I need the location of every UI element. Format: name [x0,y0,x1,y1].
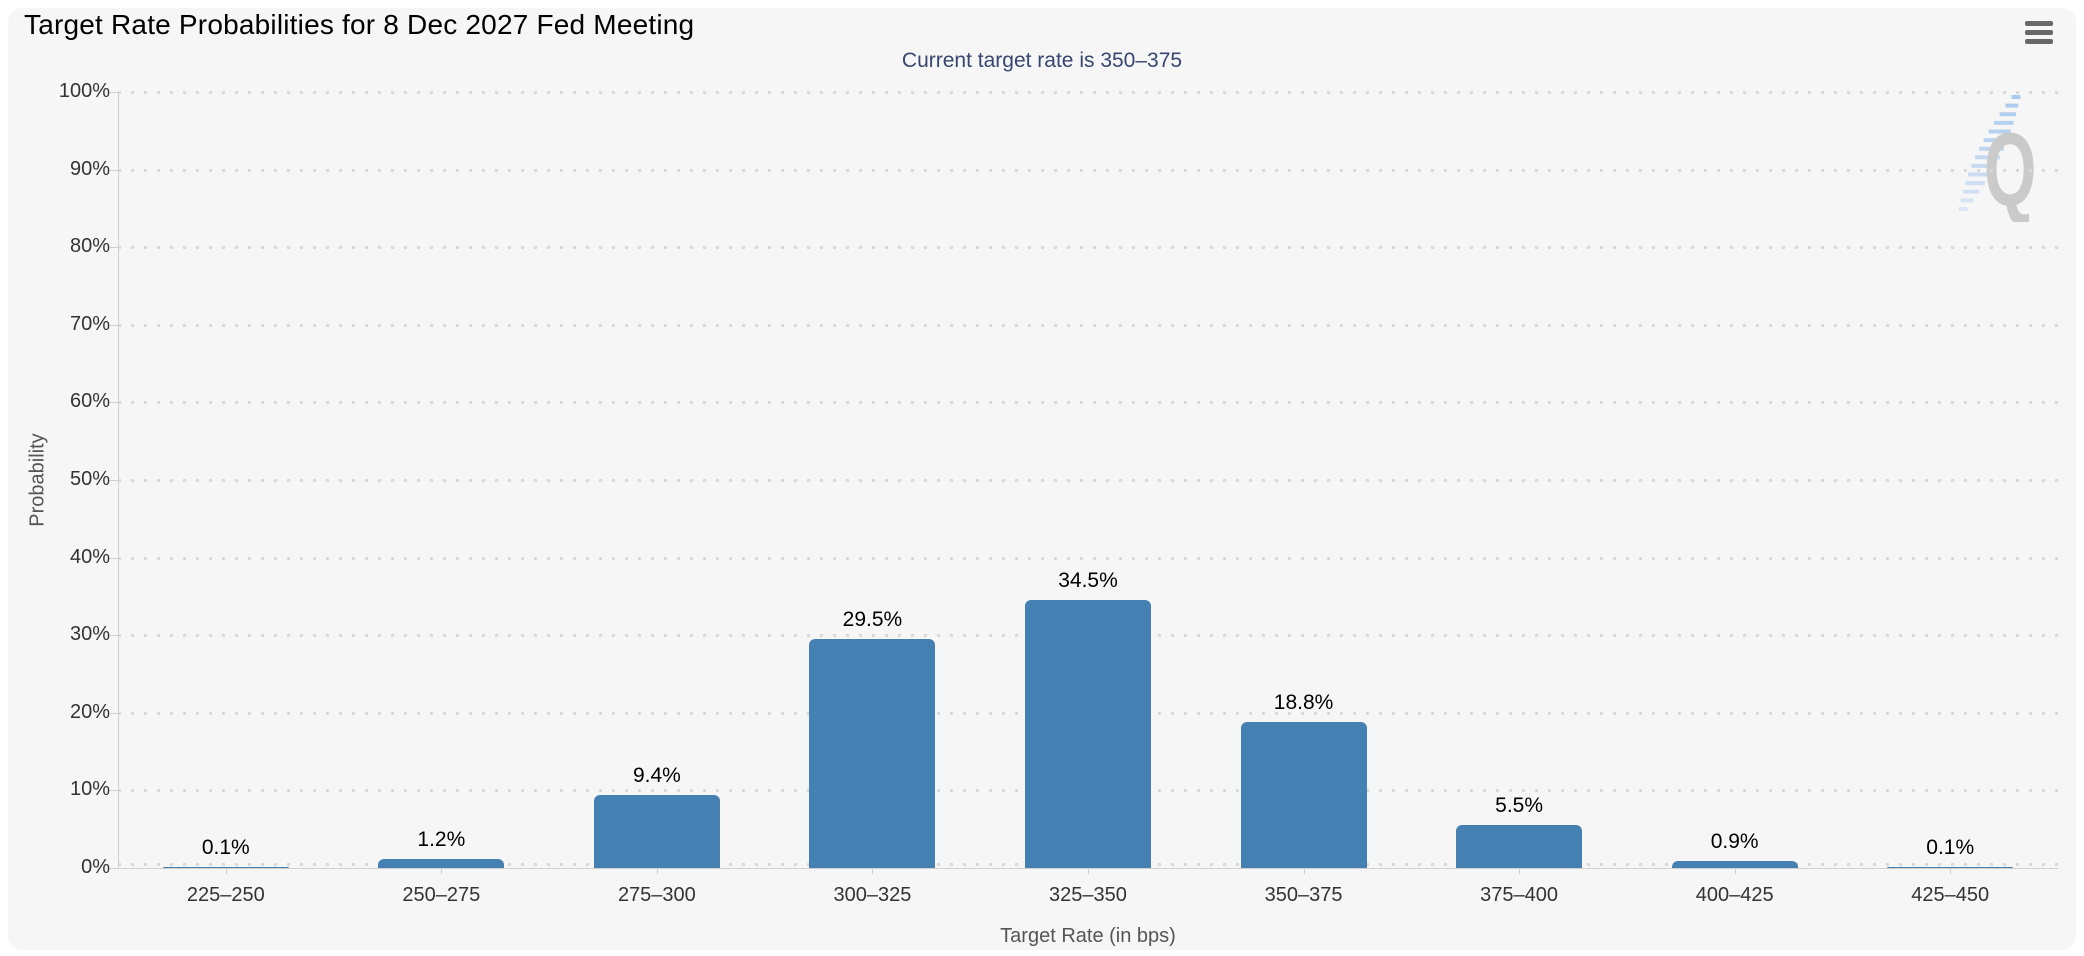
chart-title: Target Rate Probabilities for 8 Dec 2027… [24,9,695,40]
bar-275–300[interactable] [593,795,720,868]
x-axis-tick [656,868,658,874]
x-category-label: 375–400 [1480,884,1559,906]
y-axis-tick [110,557,118,559]
y-axis-tick [110,635,118,637]
y-axis-tick [110,712,118,714]
gridline-70 [118,323,2058,327]
hamburger-bar [2025,29,2053,35]
y-tick-label: 70% [69,312,110,335]
x-axis-tick [1303,868,1305,874]
bar-value-label: 34.5% [1058,569,1118,593]
gridline-100 [118,91,2058,94]
watermark-letter: Q [1984,111,2037,222]
gridline-90 [118,168,2058,172]
x-axis-tick [1519,868,1521,874]
bar-value-label: 0.9% [1710,830,1759,854]
gridline-50 [118,479,2058,482]
x-axis-tick [1088,868,1089,874]
y-tick-label: 20% [69,700,110,723]
y-axis-line [118,92,119,868]
y-tick-label: 90% [69,157,110,180]
bar-value-label: 18.8% [1273,691,1334,715]
y-axis-tick [110,92,118,93]
y-tick-label: 60% [69,390,110,413]
x-category-label: 325–350 [1049,884,1127,906]
hamburger-menu-icon[interactable] [2019,14,2059,50]
x-category-label: 225–250 [186,884,265,906]
gridline-80 [118,246,2058,250]
x-category-label: 350–375 [1264,884,1343,906]
x-axis-tick [441,868,443,874]
x-category-label: 400–425 [1695,884,1774,906]
y-axis-tick [110,402,118,404]
y-tick-label: 30% [69,623,110,646]
bar-300–325[interactable] [809,639,936,868]
bar-value-label: 0.1% [201,836,250,859]
y-tick-label: 100% [58,80,110,102]
x-category-label: 300–325 [833,884,912,906]
x-category-label: 425–450 [1911,884,1990,906]
hamburger-bar [2025,20,2053,26]
x-axis-title: Target Rate (in bps) [1000,925,1176,947]
y-tick-label: 40% [69,545,110,568]
bar-value-label: 9.4% [632,764,681,788]
y-axis-tick [110,169,118,171]
gridline-40 [118,556,2058,560]
watermark-q-logo: Q [1958,95,2037,222]
bar-value-label: 1.2% [417,827,466,851]
bar-350–375[interactable] [1240,722,1367,868]
x-axis-tick [225,868,227,874]
bar-value-label: 5.5% [1495,794,1544,818]
y-axis-tick [110,324,118,326]
bar-375–400[interactable] [1456,825,1583,868]
x-category-label: 250–275 [402,884,481,906]
y-axis-tick [110,868,118,869]
y-axis-tick [110,247,118,249]
bar-value-label: 29.5% [842,608,903,632]
gridline-60 [118,401,2058,405]
bar-value-label: 0.1% [1926,836,1975,859]
x-axis-tick [1734,868,1736,874]
y-tick-label: 10% [69,778,110,801]
hamburger-bar [2025,38,2053,44]
x-axis-tick [872,868,874,874]
y-tick-label: 80% [69,235,110,258]
y-tick-label: 50% [69,468,110,490]
bar-325–350[interactable] [1025,600,1151,868]
chart-subtitle: Current target rate is 350–375 [901,49,1183,72]
bar-250–275[interactable] [378,858,505,868]
x-category-label: 275–300 [617,884,696,906]
y-axis-tick [110,790,118,792]
y-tick-label: 0% [81,856,110,878]
y-axis-tick [110,480,118,481]
bar-225–250[interactable] [162,867,289,868]
bar-425–450[interactable] [1887,867,2014,868]
x-axis-tick [1950,868,1952,874]
bar-400–425[interactable] [1671,861,1798,868]
